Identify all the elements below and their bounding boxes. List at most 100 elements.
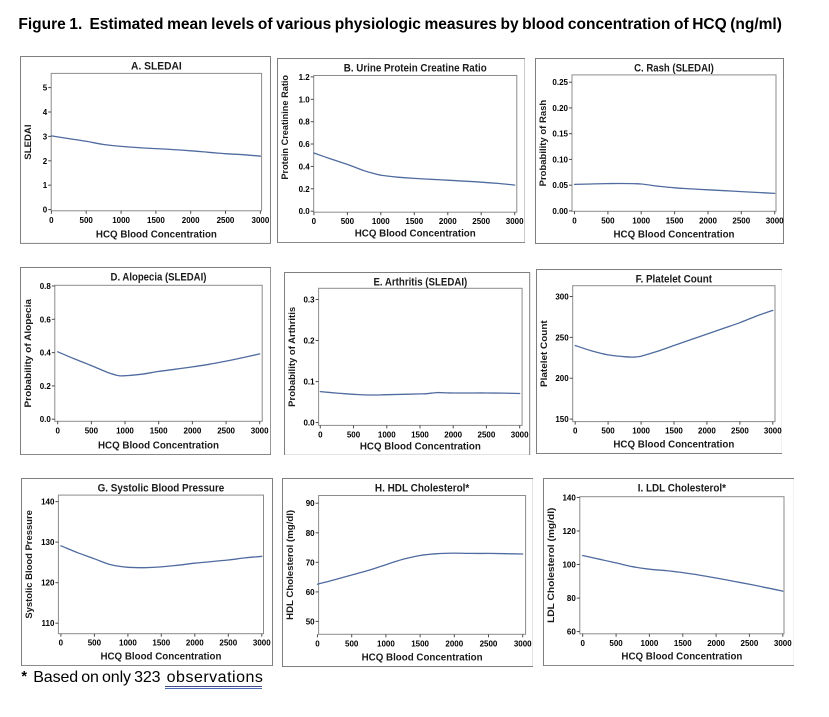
svg-text:F. Platelet Count: F. Platelet Count (635, 274, 712, 286)
svg-text:80: 80 (567, 594, 576, 603)
svg-text:HCQ Blood Concentration: HCQ Blood Concentration (613, 229, 734, 241)
svg-text:3: 3 (43, 133, 48, 142)
svg-text:HDL Cholesterol (mg/dl): HDL Cholesterol (mg/dl) (285, 509, 296, 619)
svg-text:C. Rash (SLEDAI): C. Rash (SLEDAI) (634, 63, 714, 75)
svg-text:1500: 1500 (150, 426, 168, 435)
svg-text:100: 100 (562, 561, 576, 570)
svg-text:2500: 2500 (731, 427, 749, 436)
svg-text:130: 130 (41, 538, 55, 547)
svg-text:200: 200 (555, 375, 569, 384)
svg-text:0.2: 0.2 (298, 185, 310, 194)
svg-text:1: 1 (43, 182, 48, 191)
svg-text:0.4: 0.4 (40, 349, 52, 358)
svg-text:1000: 1000 (372, 218, 390, 227)
svg-text:3000: 3000 (774, 639, 792, 648)
svg-text:HCQ Blood Concentration: HCQ Blood Concentration (360, 441, 481, 452)
svg-text:SLEDAI: SLEDAI (23, 125, 34, 160)
svg-text:1500: 1500 (665, 427, 683, 436)
svg-text:500: 500 (347, 430, 361, 439)
svg-text:2500: 2500 (217, 216, 235, 225)
svg-text:A. SLEDAI: A. SLEDAI (131, 61, 182, 73)
svg-text:1500: 1500 (665, 217, 683, 226)
svg-text:Platelet Count: Platelet Count (538, 320, 549, 388)
svg-text:1500: 1500 (674, 639, 692, 648)
svg-text:1000: 1000 (632, 427, 650, 436)
svg-text:5: 5 (43, 84, 48, 93)
svg-text:2500: 2500 (217, 426, 235, 435)
svg-text:0.0: 0.0 (304, 418, 316, 427)
svg-text:300: 300 (555, 293, 569, 302)
svg-text:3000: 3000 (252, 639, 270, 648)
svg-text:Probability of Arthritis: Probability of Arthritis (287, 306, 298, 406)
svg-text:3000: 3000 (511, 430, 529, 439)
svg-text:4: 4 (43, 108, 48, 117)
svg-text:0.6: 0.6 (298, 140, 310, 149)
svg-text:B. Urine Protein Creatine Rati: B. Urine Protein Creatine Ratio (343, 63, 486, 75)
svg-text:60: 60 (567, 628, 576, 637)
svg-text:0: 0 (572, 427, 577, 436)
svg-text:3000: 3000 (252, 216, 270, 225)
svg-text:2: 2 (43, 157, 48, 166)
svg-text:0: 0 (572, 217, 577, 226)
svg-text:0.3: 0.3 (304, 295, 316, 304)
svg-text:0.05: 0.05 (552, 182, 568, 191)
svg-text:0.10: 0.10 (552, 156, 568, 165)
svg-text:0.15: 0.15 (552, 130, 568, 139)
svg-text:0: 0 (43, 206, 48, 215)
svg-text:1000: 1000 (640, 639, 658, 648)
svg-text:1500: 1500 (147, 216, 165, 225)
svg-text:2000: 2000 (185, 639, 203, 648)
svg-text:HCQ Blood Concentration: HCQ Blood Concentration (98, 441, 219, 452)
svg-text:HCQ Blood Concentration: HCQ Blood Concentration (100, 652, 221, 663)
svg-text:90: 90 (305, 499, 314, 508)
svg-text:3000: 3000 (763, 427, 781, 436)
svg-text:0.25: 0.25 (552, 79, 568, 88)
svg-text:1000: 1000 (119, 639, 137, 648)
svg-text:Systolic Blood Pressure: Systolic Blood Pressure (24, 510, 35, 618)
svg-text:1500: 1500 (405, 218, 423, 227)
svg-text:2000: 2000 (184, 426, 202, 435)
svg-text:3000: 3000 (505, 218, 523, 227)
svg-text:500: 500 (601, 427, 615, 436)
svg-text:500: 500 (345, 639, 359, 648)
svg-text:2500: 2500 (732, 217, 750, 226)
svg-text:0.8: 0.8 (40, 282, 52, 291)
svg-text:HCQ Blood Concentration: HCQ Blood Concentration (96, 230, 217, 241)
svg-text:70: 70 (305, 558, 314, 567)
svg-text:3000: 3000 (765, 217, 783, 226)
svg-text:1.0: 1.0 (298, 96, 310, 105)
svg-text:0.6: 0.6 (40, 315, 52, 324)
svg-text:500: 500 (601, 217, 615, 226)
svg-text:110: 110 (41, 619, 54, 628)
svg-text:0.2: 0.2 (40, 382, 52, 391)
svg-text:1000: 1000 (632, 217, 650, 226)
svg-text:1500: 1500 (152, 639, 170, 648)
svg-text:HCQ Blood Concentration: HCQ Blood Concentration (354, 229, 475, 240)
svg-text:3000: 3000 (251, 426, 269, 435)
svg-text:0.2: 0.2 (304, 336, 316, 345)
svg-text:1000: 1000 (116, 426, 134, 435)
svg-text:D. Alopecia (SLEDAI): D. Alopecia (SLEDAI) (111, 272, 207, 284)
svg-text:50: 50 (305, 617, 314, 626)
svg-text:0: 0 (315, 639, 320, 648)
svg-text:Probability of Rash: Probability of Rash (538, 100, 549, 187)
svg-text:2000: 2000 (182, 216, 200, 225)
svg-text:0.0: 0.0 (298, 208, 310, 217)
svg-text:500: 500 (340, 218, 354, 227)
svg-text:250: 250 (555, 334, 569, 343)
svg-text:1500: 1500 (411, 639, 429, 648)
svg-text:3000: 3000 (514, 639, 532, 648)
svg-text:Probability of Alopecia: Probability of Alopecia (23, 298, 34, 407)
svg-text:500: 500 (87, 639, 101, 648)
svg-text:500: 500 (80, 216, 94, 225)
svg-text:HCQ Blood Concentration: HCQ Blood Concentration (621, 652, 742, 663)
svg-text:1000: 1000 (377, 639, 395, 648)
svg-text:0.1: 0.1 (304, 377, 316, 386)
svg-text:LDL Cholesterol (mg/dl): LDL Cholesterol (mg/dl) (546, 508, 557, 623)
svg-text:0: 0 (50, 216, 55, 225)
svg-text:0: 0 (580, 639, 585, 648)
svg-text:2500: 2500 (472, 218, 490, 227)
svg-text:G. Systolic Blood Pressure: G. Systolic Blood Pressure (97, 482, 224, 494)
svg-text:2500: 2500 (478, 430, 496, 439)
svg-text:2000: 2000 (699, 217, 717, 226)
